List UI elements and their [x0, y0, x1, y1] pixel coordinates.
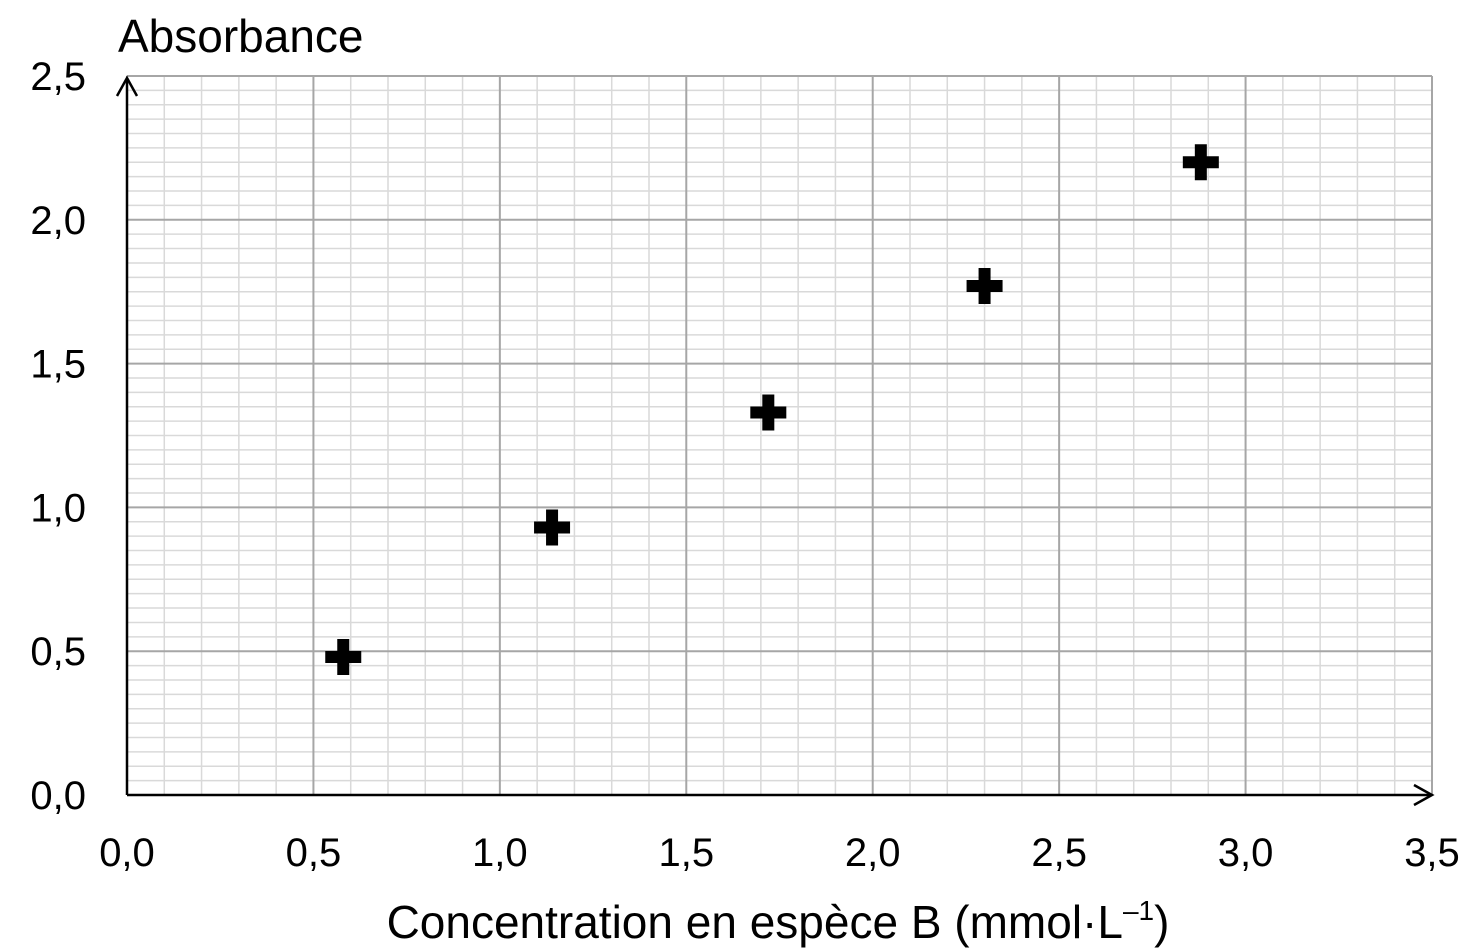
- x-tick-label: 2,0: [845, 831, 901, 875]
- x-axis-title-close: ): [1154, 896, 1169, 948]
- x-axis-title-exponent: –1: [1123, 895, 1154, 926]
- data-point: [534, 509, 571, 546]
- x-axis-arrow: [1413, 783, 1435, 807]
- y-axis-title: Absorbance: [118, 10, 364, 62]
- x-axis-title: Concentration en espèce B (mmol·L–1): [387, 895, 1170, 948]
- data-point: [750, 394, 787, 431]
- y-tick-label: 0,5: [30, 630, 86, 674]
- x-tick-label: 1,5: [658, 831, 714, 875]
- data-points: [325, 144, 1219, 675]
- data-point: [1182, 144, 1219, 181]
- y-axis-arrow: [115, 75, 139, 97]
- minor-grid: [127, 76, 1432, 795]
- axes: [115, 75, 1435, 807]
- data-point: [325, 638, 362, 675]
- y-tick-label: 2,0: [30, 199, 86, 243]
- x-tick-label: 0,0: [99, 831, 155, 875]
- y-tick-label: 2,5: [30, 55, 86, 99]
- y-tick-labels: 0,0 0,5 1,0 1,5 2,0 2,5: [30, 55, 86, 818]
- x-tick-label: 1,0: [472, 831, 528, 875]
- y-tick-label: 1,5: [30, 343, 86, 387]
- y-tick-label: 0,0: [30, 774, 86, 818]
- data-point: [966, 267, 1003, 304]
- x-tick-label: 2,5: [1031, 831, 1087, 875]
- x-axis-title-main: Concentration en espèce B (mmol·L: [387, 896, 1123, 948]
- x-tick-labels: 0,0 0,5 1,0 1,5 2,0 2,5 3,0 3,5: [99, 831, 1460, 875]
- x-tick-label: 3,5: [1404, 831, 1460, 875]
- x-tick-label: 3,0: [1218, 831, 1274, 875]
- y-tick-label: 1,0: [30, 486, 86, 530]
- x-tick-label: 0,5: [286, 831, 342, 875]
